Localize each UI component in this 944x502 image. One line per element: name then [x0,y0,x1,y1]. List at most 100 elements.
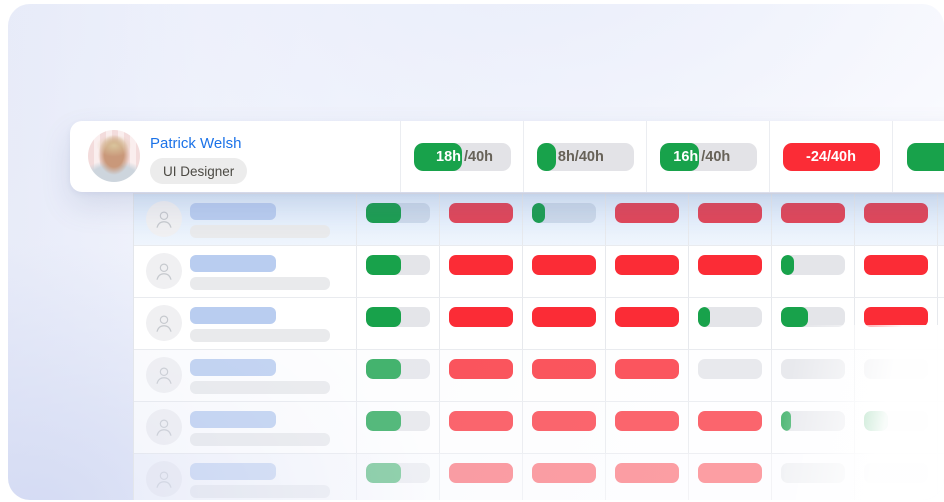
schedule-cell[interactable] [854,454,937,500]
schedule-cell[interactable] [356,402,439,453]
schedule-cell[interactable] [522,194,605,245]
empty-pill [698,359,762,379]
schedule-cell[interactable] [771,454,854,500]
schedule-cell[interactable] [605,350,688,401]
schedule-cell[interactable] [605,246,688,297]
overload-pill [864,255,928,275]
table-row[interactable] [134,454,944,500]
overload-pill [615,411,679,431]
capacity-pill-fill [781,411,791,431]
schedule-cell[interactable] [854,194,937,245]
table-row[interactable] [134,246,944,298]
overload-pill [615,203,679,223]
schedule-cell[interactable] [522,298,605,349]
subtitle-skeleton [190,485,330,498]
subtitle-skeleton [190,277,330,290]
schedule-cell[interactable] [356,194,439,245]
overload-pill [449,255,513,275]
schedule-cell[interactable] [439,350,522,401]
overload-pill [532,307,596,327]
schedule-cell[interactable] [439,454,522,500]
capacity-pill-fill [532,203,545,223]
schedule-cell[interactable] [522,402,605,453]
user-cell[interactable] [134,298,356,349]
overload-pill [698,463,762,483]
avatar-placeholder [146,409,182,445]
schedule-cell[interactable] [771,350,854,401]
schedule-cell[interactable] [688,350,771,401]
name-skeleton [190,203,276,220]
table-row[interactable] [134,350,944,402]
hours-badge-label: /40h [464,148,494,165]
user-cell[interactable] [134,350,356,401]
overload-pill [864,203,928,223]
capacity-pill [366,307,430,327]
schedule-cell[interactable] [605,402,688,453]
schedule-cell[interactable] [439,402,522,453]
schedule-cell[interactable] [356,246,439,297]
schedule-cell-clipped [937,194,944,245]
schedule-cell[interactable] [854,402,937,453]
user-cell[interactable] [134,454,356,500]
schedule-cell[interactable] [688,454,771,500]
person-icon [156,419,172,436]
schedule-cell[interactable] [439,246,522,297]
schedule-cell[interactable] [522,350,605,401]
role-badge: UI Designer [150,158,248,184]
overload-pill [449,411,513,431]
schedule-cell[interactable] [522,246,605,297]
name-skeleton [190,411,276,428]
capacity-pill-fill [366,359,402,379]
schedule-cell[interactable] [356,454,439,500]
schedule-cell[interactable] [688,298,771,349]
user-card: Patrick Welsh UI Designer 18h/40h 8h/40h 1… [70,121,944,192]
schedule-cell[interactable] [605,454,688,500]
schedule-cell[interactable] [854,350,937,401]
schedule-cell[interactable] [688,194,771,245]
schedule-cell-clipped [937,454,944,500]
empty-pill [781,359,845,379]
user-cell[interactable] [134,194,356,245]
subtitle-skeleton [190,381,330,394]
hours-badge-fill: 18h [413,142,462,171]
table-row[interactable] [134,194,944,246]
user-cell[interactable] [134,402,356,453]
user-cell[interactable] [134,246,356,297]
schedule-cell[interactable] [605,194,688,245]
overload-pill [781,203,845,223]
overload-pill [698,255,762,275]
schedule-cell[interactable] [854,246,937,297]
capacity-pill-fill [366,203,402,223]
overload-pill [532,463,596,483]
table-row[interactable] [134,298,944,350]
user-name-link[interactable]: Patrick Welsh [150,135,242,152]
schedule-cell[interactable] [771,194,854,245]
schedule-cell[interactable] [771,402,854,453]
subtitle-skeleton [190,225,330,238]
capacity-summary-section: 16h/40h [646,121,769,192]
avatar-placeholder [146,305,182,341]
avatar-placeholder [146,201,182,237]
person-icon [156,471,172,488]
schedule-cell[interactable] [439,298,522,349]
capacity-pill-fill [366,255,402,275]
schedule-cell[interactable] [356,350,439,401]
schedule-cell[interactable] [771,246,854,297]
hours-badge: 16h/40h [659,142,757,171]
schedule-cell[interactable] [522,454,605,500]
capacity-pill [366,203,430,223]
schedule-cell[interactable] [688,246,771,297]
overload-pill [449,203,513,223]
schedule-cell[interactable] [356,298,439,349]
name-skeleton [190,255,276,272]
schedule-cell[interactable] [439,194,522,245]
avatar-placeholder [146,253,182,289]
schedule-cell[interactable] [605,298,688,349]
hours-badge: 8h/40h [536,142,634,171]
schedule-cell[interactable] [688,402,771,453]
table-row[interactable] [134,402,944,454]
schedule-cell[interactable] [771,298,854,349]
schedule-cell[interactable] [854,298,937,349]
subtitle-skeleton [190,433,330,446]
capacity-summary-section: -24/40h [769,121,892,192]
